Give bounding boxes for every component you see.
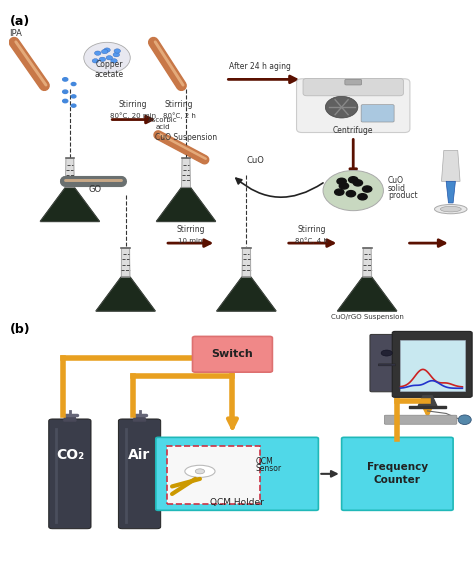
Text: GO: GO (89, 185, 102, 194)
FancyBboxPatch shape (392, 331, 472, 398)
Circle shape (348, 177, 358, 183)
Circle shape (71, 95, 76, 98)
FancyBboxPatch shape (167, 446, 260, 504)
Circle shape (111, 59, 117, 63)
Circle shape (195, 469, 205, 474)
Text: IPA: IPA (9, 29, 22, 38)
Text: QCM Holder: QCM Holder (210, 498, 264, 507)
Text: Stirring: Stirring (176, 225, 205, 235)
Circle shape (325, 97, 358, 118)
Circle shape (71, 82, 76, 86)
Polygon shape (217, 277, 276, 311)
Circle shape (346, 190, 356, 197)
Circle shape (337, 178, 346, 184)
Text: CuO: CuO (388, 176, 404, 185)
Circle shape (114, 49, 120, 53)
Polygon shape (409, 406, 446, 408)
Polygon shape (64, 415, 76, 421)
Text: QCM: QCM (255, 457, 273, 466)
Circle shape (84, 42, 130, 73)
Text: Stirring: Stirring (297, 225, 326, 235)
FancyBboxPatch shape (49, 419, 91, 529)
Circle shape (101, 49, 108, 54)
Text: solid: solid (388, 184, 406, 193)
Polygon shape (446, 181, 456, 203)
Ellipse shape (435, 205, 467, 214)
FancyBboxPatch shape (400, 340, 465, 391)
Polygon shape (418, 396, 437, 406)
Polygon shape (441, 150, 460, 181)
FancyBboxPatch shape (361, 105, 394, 122)
Circle shape (106, 55, 113, 60)
Text: After 24 h aging: After 24 h aging (229, 62, 291, 70)
Polygon shape (134, 415, 146, 421)
FancyBboxPatch shape (370, 335, 404, 392)
Circle shape (63, 90, 68, 93)
Text: Centrifuge: Centrifuge (333, 126, 374, 136)
Circle shape (335, 189, 344, 195)
Circle shape (63, 100, 68, 103)
FancyBboxPatch shape (192, 336, 273, 372)
Text: CuO/rGO Suspension: CuO/rGO Suspension (331, 314, 403, 320)
Text: product: product (388, 191, 418, 200)
Text: CuO: CuO (247, 156, 264, 165)
FancyBboxPatch shape (384, 415, 457, 424)
Circle shape (353, 180, 363, 186)
FancyBboxPatch shape (345, 80, 362, 85)
FancyBboxPatch shape (378, 364, 395, 366)
Text: Stirring: Stirring (118, 100, 147, 109)
Circle shape (92, 59, 99, 63)
Text: Copper
acetate: Copper acetate (95, 60, 124, 79)
Text: Stirring: Stirring (165, 100, 193, 109)
Text: CO₂: CO₂ (56, 448, 84, 462)
Polygon shape (363, 248, 372, 277)
Text: Air: Air (128, 448, 151, 462)
Circle shape (113, 53, 119, 57)
Circle shape (323, 170, 383, 210)
FancyBboxPatch shape (297, 79, 410, 133)
Polygon shape (182, 158, 191, 188)
Polygon shape (156, 188, 216, 221)
Circle shape (363, 186, 372, 192)
Circle shape (94, 51, 101, 55)
Circle shape (63, 78, 68, 81)
Text: CuO Suspension: CuO Suspension (155, 133, 217, 142)
Polygon shape (65, 158, 74, 188)
Circle shape (99, 57, 106, 61)
Ellipse shape (440, 206, 461, 212)
FancyBboxPatch shape (156, 438, 319, 510)
FancyBboxPatch shape (303, 78, 403, 96)
Polygon shape (121, 248, 130, 277)
FancyBboxPatch shape (118, 419, 161, 529)
Ellipse shape (185, 465, 215, 478)
Text: Sensor: Sensor (255, 464, 282, 473)
Polygon shape (242, 248, 251, 277)
Text: 80°C, 20 min: 80°C, 20 min (109, 112, 155, 119)
Text: 10 min: 10 min (178, 238, 203, 244)
Text: Ascorbic
acid: Ascorbic acid (148, 117, 178, 130)
FancyBboxPatch shape (342, 438, 453, 510)
Text: 80°C, 4 h: 80°C, 4 h (295, 237, 328, 244)
Text: 80°C, 2 h: 80°C, 2 h (163, 112, 195, 119)
Polygon shape (96, 277, 155, 311)
Text: Frequency
Counter: Frequency Counter (367, 462, 428, 486)
Text: (b): (b) (9, 323, 30, 336)
Circle shape (381, 350, 392, 356)
Circle shape (358, 194, 367, 200)
Circle shape (339, 183, 348, 189)
Circle shape (71, 104, 76, 107)
Text: (a): (a) (9, 14, 30, 27)
Ellipse shape (458, 415, 471, 424)
Circle shape (104, 48, 110, 52)
Text: Switch: Switch (211, 349, 253, 359)
Polygon shape (40, 188, 100, 221)
Polygon shape (337, 277, 397, 311)
